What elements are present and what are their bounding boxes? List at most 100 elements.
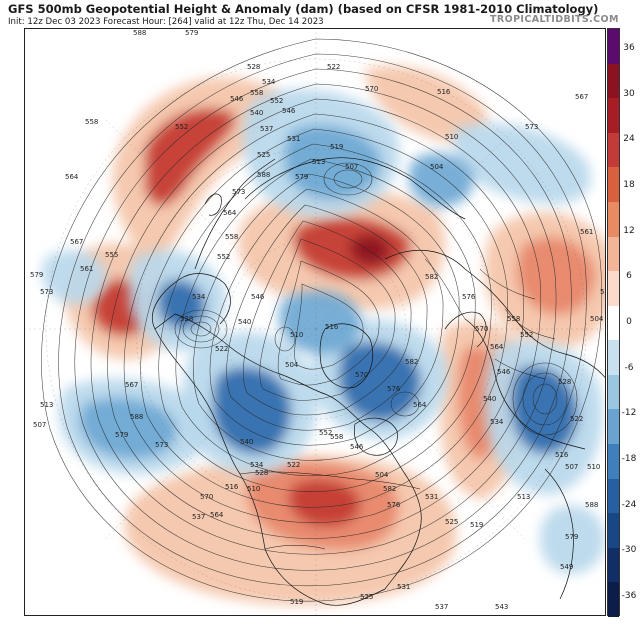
coastline-siberia-arctic: [244, 157, 466, 220]
colorbar-segment: [608, 167, 619, 203]
contour-height-label: 513: [312, 158, 325, 166]
contour-height-label: 579: [30, 271, 43, 279]
contour-height-label: 510: [247, 485, 260, 493]
colorbar-segment: [608, 271, 619, 307]
contour-ring: [107, 98, 542, 539]
contour-height-label: 576: [387, 385, 401, 393]
warm-anomaly-arctic-north: [365, 65, 487, 143]
contour-height-label: 564: [65, 173, 79, 181]
contour-height-label: 558: [330, 433, 343, 441]
contour-height-label: 558: [85, 118, 98, 126]
low-center-contour: [333, 169, 363, 189]
contour-height-label: 516: [325, 323, 339, 331]
contour-height-label: 570: [475, 325, 488, 333]
anomaly-colorbar: [607, 28, 620, 618]
contour-height-label: 579: [185, 29, 198, 37]
contour-height-label: 504: [430, 163, 444, 171]
contour-height-label: 567: [575, 93, 588, 101]
warm-anomaly-alaska-arc: [112, 77, 282, 269]
colorbar-segment: [608, 374, 619, 410]
coastline-africa-north: [544, 468, 574, 600]
border-us-canada: [239, 471, 421, 490]
graticule: [25, 29, 605, 615]
colorbar-tick-label: -24: [621, 499, 637, 510]
contour-height-label: 552: [270, 97, 283, 105]
contour-height-label: 573: [232, 188, 245, 196]
contour-ring: [209, 188, 444, 446]
contour-height-label: 531: [287, 135, 300, 143]
colorbar-segment: [608, 513, 619, 549]
meridian-line: [315, 118, 526, 330]
colorbar-tick-label: 6: [626, 271, 632, 282]
contour-height-label: 588: [130, 413, 143, 421]
contour-height-label: 528: [558, 378, 571, 386]
contour-height-label: 588: [257, 171, 270, 179]
contour-height-label: 522: [215, 345, 228, 353]
low-center-contour: [522, 372, 568, 426]
contour-height-label: 558: [250, 89, 263, 97]
contour-ring: [58, 53, 587, 586]
negative-anomaly-shading: [42, 89, 605, 574]
warm-anomaly-siberia-peak: [349, 234, 390, 266]
colorbar-tick-label: 36: [623, 43, 635, 53]
contour-height-label: 519: [330, 143, 343, 151]
colorbar-segment: [608, 444, 619, 480]
contour-height-label: 537: [192, 513, 205, 521]
contour-height-label: 570: [200, 493, 213, 501]
contour-height-label: 579: [565, 533, 578, 541]
contour-height-label: 570: [355, 371, 368, 379]
contour-ring: [294, 283, 364, 370]
contour-height-label: 540: [250, 109, 263, 117]
contour-height-label: 525: [257, 151, 270, 159]
colorbar-tick-label: 0: [626, 317, 632, 327]
brand-watermark: TROPICALTIDBITS.COM: [490, 14, 619, 25]
cold-anomaly-hudson-core: [339, 342, 421, 421]
cold-anomaly-europe-east-core: [511, 365, 578, 454]
contour-height-label: 507: [565, 463, 578, 471]
contour-height-label: 564: [490, 343, 504, 351]
contour-height-label: 540: [238, 318, 251, 326]
init-forecast-line: Init: 12z Dec 03 2023 Forecast Hour: [26…: [8, 17, 324, 27]
contour-height-label: 570: [365, 85, 378, 93]
contour-height-label: 573: [40, 288, 53, 296]
cold-anomaly-arctic-center-core: [284, 125, 381, 200]
map-title: GFS 500mb Geopotential Height & Anomaly …: [8, 2, 599, 16]
contour-height-label: 534: [192, 293, 206, 301]
coastline-hudson-bay: [354, 417, 398, 456]
contour-height-label: 564: [413, 401, 427, 409]
colorbar-tick-label: -6: [624, 362, 634, 373]
coastline-scandinavia: [444, 311, 487, 348]
meridian-line: [315, 328, 526, 540]
coastlines: [152, 157, 605, 606]
cold-anomaly-n-asia: [453, 123, 591, 204]
colorbar-segment: [608, 201, 619, 238]
contour-height-label: 582: [383, 485, 396, 493]
contour-height-label: 516: [437, 88, 451, 96]
contour-height-label: 507: [33, 421, 46, 429]
contour-height-label: 552: [175, 123, 188, 131]
colorbar-tick-label: -12: [621, 408, 637, 419]
contour-height-label: 525: [445, 518, 458, 526]
warm-anomaly-n-america-peak: [288, 479, 361, 527]
colorbar-tick-label: -36: [621, 591, 637, 601]
border-asia-3: [504, 308, 556, 340]
contour-height-label: 552: [319, 429, 332, 437]
contour-height-label: 558: [507, 315, 520, 323]
low-center-contour: [274, 326, 296, 352]
contour-ring: [226, 204, 428, 431]
contour-height-label: 552: [520, 331, 533, 339]
contour-height-label: 579: [115, 431, 128, 439]
contour-ring: [259, 238, 396, 401]
contour-height-label: 510: [290, 331, 303, 339]
contour-height-label: 567: [125, 381, 138, 389]
colorbar-segment: [608, 409, 619, 445]
contour-height-label: 576: [387, 501, 401, 509]
contour-height-label: 534: [490, 418, 504, 426]
colorbar-segment: [608, 340, 619, 376]
contour-height-label: 510: [587, 463, 600, 471]
colorbar-tick-label: 18: [623, 180, 635, 190]
warm-anomaly-e-asia-core: [516, 237, 596, 315]
colorbar-tick-label: -18: [621, 454, 637, 464]
coastline-kamchatka: [194, 158, 276, 270]
contour-height-label: 561: [580, 228, 593, 236]
